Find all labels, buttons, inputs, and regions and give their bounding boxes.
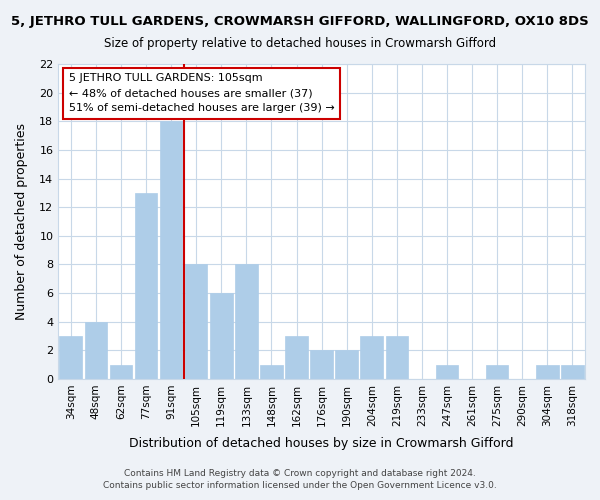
Text: 5, JETHRO TULL GARDENS, CROWMARSH GIFFORD, WALLINGFORD, OX10 8DS: 5, JETHRO TULL GARDENS, CROWMARSH GIFFOR… — [11, 15, 589, 28]
Text: Size of property relative to detached houses in Crowmarsh Gifford: Size of property relative to detached ho… — [104, 38, 496, 51]
Bar — [285, 336, 308, 379]
Bar — [85, 322, 107, 379]
Bar — [235, 264, 257, 379]
Bar — [536, 364, 559, 379]
Bar — [260, 364, 283, 379]
Bar — [335, 350, 358, 379]
Text: 5 JETHRO TULL GARDENS: 105sqm
← 48% of detached houses are smaller (37)
51% of s: 5 JETHRO TULL GARDENS: 105sqm ← 48% of d… — [69, 74, 335, 113]
Text: Contains HM Land Registry data © Crown copyright and database right 2024.
Contai: Contains HM Land Registry data © Crown c… — [103, 468, 497, 490]
Y-axis label: Number of detached properties: Number of detached properties — [15, 123, 28, 320]
Bar — [486, 364, 508, 379]
Bar — [135, 193, 157, 379]
Bar — [561, 364, 584, 379]
Bar — [310, 350, 333, 379]
Bar — [110, 364, 132, 379]
Bar — [436, 364, 458, 379]
Bar — [386, 336, 408, 379]
Bar — [59, 336, 82, 379]
Bar — [160, 122, 182, 379]
Bar — [210, 293, 233, 379]
Bar — [361, 336, 383, 379]
Bar — [185, 264, 208, 379]
X-axis label: Distribution of detached houses by size in Crowmarsh Gifford: Distribution of detached houses by size … — [130, 437, 514, 450]
